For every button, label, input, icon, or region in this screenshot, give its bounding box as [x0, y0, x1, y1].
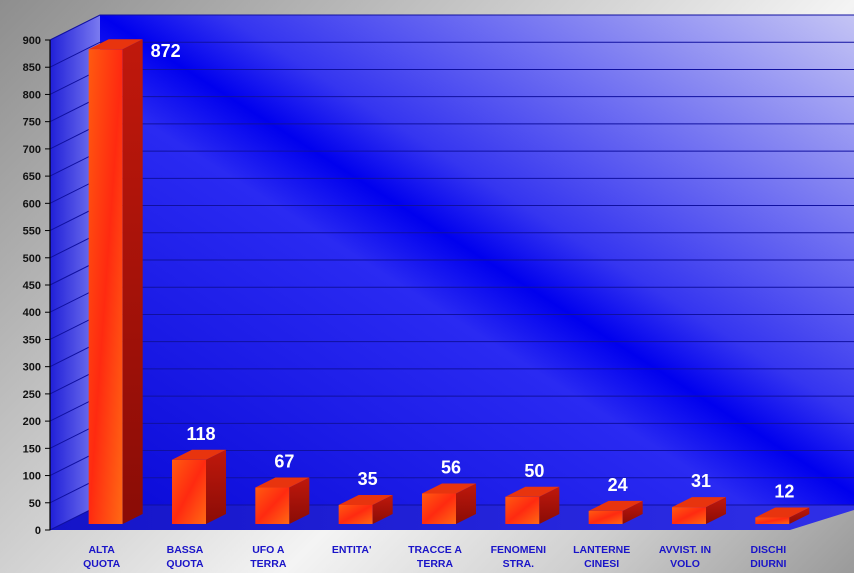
- category-label: DISCHI DIURNI: [750, 544, 786, 570]
- bar-side: [289, 477, 310, 524]
- bar-front: [755, 517, 790, 524]
- data-label: 67: [274, 452, 294, 472]
- data-label: 872: [151, 41, 181, 61]
- bar-front: [588, 510, 623, 524]
- bar-front: [672, 507, 706, 524]
- bar-top: [172, 449, 226, 460]
- category-label: ALTA QUOTA: [83, 544, 121, 570]
- bar-top: [88, 39, 143, 50]
- bar-side: [122, 39, 143, 524]
- data-label: 24: [608, 475, 628, 495]
- y-tick-label: 0: [35, 525, 41, 537]
- bar-front: [505, 496, 540, 524]
- bar-side: [622, 500, 643, 524]
- category-label: ENTITA': [332, 544, 372, 556]
- y-tick-label: 50: [29, 498, 41, 510]
- bar-side: [206, 449, 226, 524]
- bar-top: [338, 494, 393, 505]
- y-tick-label: 400: [23, 307, 41, 319]
- bar-front: [88, 49, 123, 524]
- data-label: 118: [186, 424, 215, 444]
- bar-side: [372, 494, 393, 524]
- y-tick-label: 100: [23, 471, 41, 483]
- bar-front: [255, 487, 290, 524]
- y-tick-label: 800: [23, 89, 41, 101]
- category-label: BASSA QUOTA: [166, 544, 204, 570]
- bar-front: [338, 504, 373, 524]
- data-label: 35: [358, 469, 378, 489]
- bar-side: [456, 483, 476, 524]
- data-label: 56: [441, 458, 461, 478]
- y-tick-label: 900: [23, 35, 41, 47]
- y-tick-label: 850: [23, 62, 41, 74]
- bar-top: [755, 507, 810, 518]
- y-tick-label: 500: [23, 253, 41, 265]
- bar-side: [539, 486, 560, 524]
- y-tick-label: 250: [23, 389, 41, 401]
- gridline: [49, 14, 854, 41]
- y-tick-label: 150: [23, 443, 41, 455]
- category-label: TRACCE A TERRA: [408, 544, 462, 570]
- y-tick-label: 300: [23, 362, 41, 374]
- y-tick-label: 550: [23, 226, 41, 238]
- y-tick-label: 200: [23, 416, 41, 428]
- bar-side: [706, 497, 726, 524]
- y-tick-label: 350: [23, 334, 41, 346]
- y-tick-label: 700: [23, 144, 41, 156]
- category-label: FENOMENI STRA.: [491, 544, 547, 570]
- category-label: UFO A TERRA: [250, 544, 287, 570]
- y-tick-label: 600: [23, 198, 41, 210]
- data-label: 50: [524, 461, 544, 481]
- data-label: 31: [691, 471, 711, 491]
- y-tick-label: 650: [23, 171, 41, 183]
- bar-top: [255, 477, 310, 488]
- category-label: AVVIST. IN VOLO: [659, 544, 711, 570]
- y-tick-label: 750: [23, 117, 41, 129]
- category-label: LANTERNE CINESI: [573, 544, 630, 570]
- gridline: [49, 41, 854, 68]
- data-label: 12: [774, 481, 794, 501]
- y-tick-label: 450: [23, 280, 41, 292]
- bar-top: [505, 486, 560, 497]
- bar-side: [789, 507, 810, 524]
- bar-top: [422, 483, 476, 494]
- bar-top: [588, 500, 643, 511]
- bar-front: [172, 459, 206, 524]
- bar-front: [422, 493, 456, 524]
- bar-top: [672, 497, 726, 508]
